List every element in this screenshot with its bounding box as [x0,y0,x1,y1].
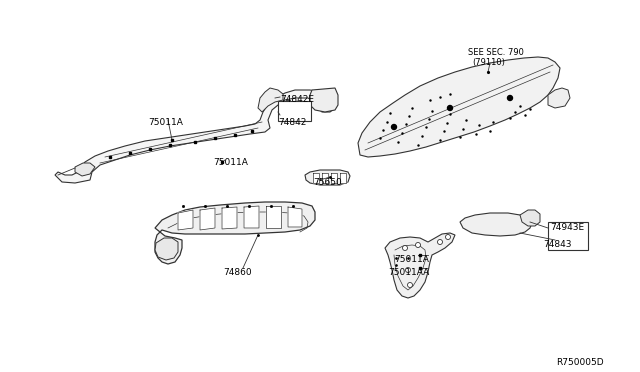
Text: 74943E: 74943E [550,223,584,232]
Polygon shape [178,210,193,230]
Polygon shape [385,233,455,298]
Polygon shape [55,90,335,183]
Bar [278,101,311,121]
Text: 74842E: 74842E [280,95,314,104]
Polygon shape [460,213,532,236]
Text: 75011A: 75011A [213,158,248,167]
Polygon shape [258,88,283,112]
Polygon shape [288,207,302,227]
Polygon shape [340,173,346,183]
Text: 75650: 75650 [313,178,342,187]
Text: 75011A: 75011A [394,255,429,264]
Circle shape [438,240,442,244]
Circle shape [403,246,408,250]
Circle shape [508,96,513,100]
Polygon shape [222,207,237,229]
Polygon shape [266,206,281,228]
Text: 74842: 74842 [278,118,307,127]
Polygon shape [322,173,328,183]
Text: 74860: 74860 [223,268,252,277]
Polygon shape [75,163,95,176]
Text: R750005D: R750005D [556,358,604,367]
Polygon shape [520,210,540,226]
Text: SEE SEC. 790: SEE SEC. 790 [468,48,524,57]
Polygon shape [313,173,319,183]
Polygon shape [358,57,560,157]
Polygon shape [310,88,338,112]
Text: 75011AA: 75011AA [388,268,429,277]
Polygon shape [155,238,178,260]
Polygon shape [548,88,570,108]
Polygon shape [305,170,350,185]
Polygon shape [244,206,259,228]
Bar [548,222,588,250]
Circle shape [392,125,397,129]
Circle shape [406,267,410,273]
Polygon shape [155,202,315,264]
Circle shape [408,282,413,288]
Text: (79110): (79110) [472,58,505,67]
Circle shape [445,234,451,240]
Polygon shape [331,173,337,183]
Text: 74843: 74843 [543,240,572,249]
Circle shape [447,106,452,110]
Text: 75011A: 75011A [148,118,183,127]
Circle shape [415,243,420,247]
Polygon shape [200,208,215,230]
